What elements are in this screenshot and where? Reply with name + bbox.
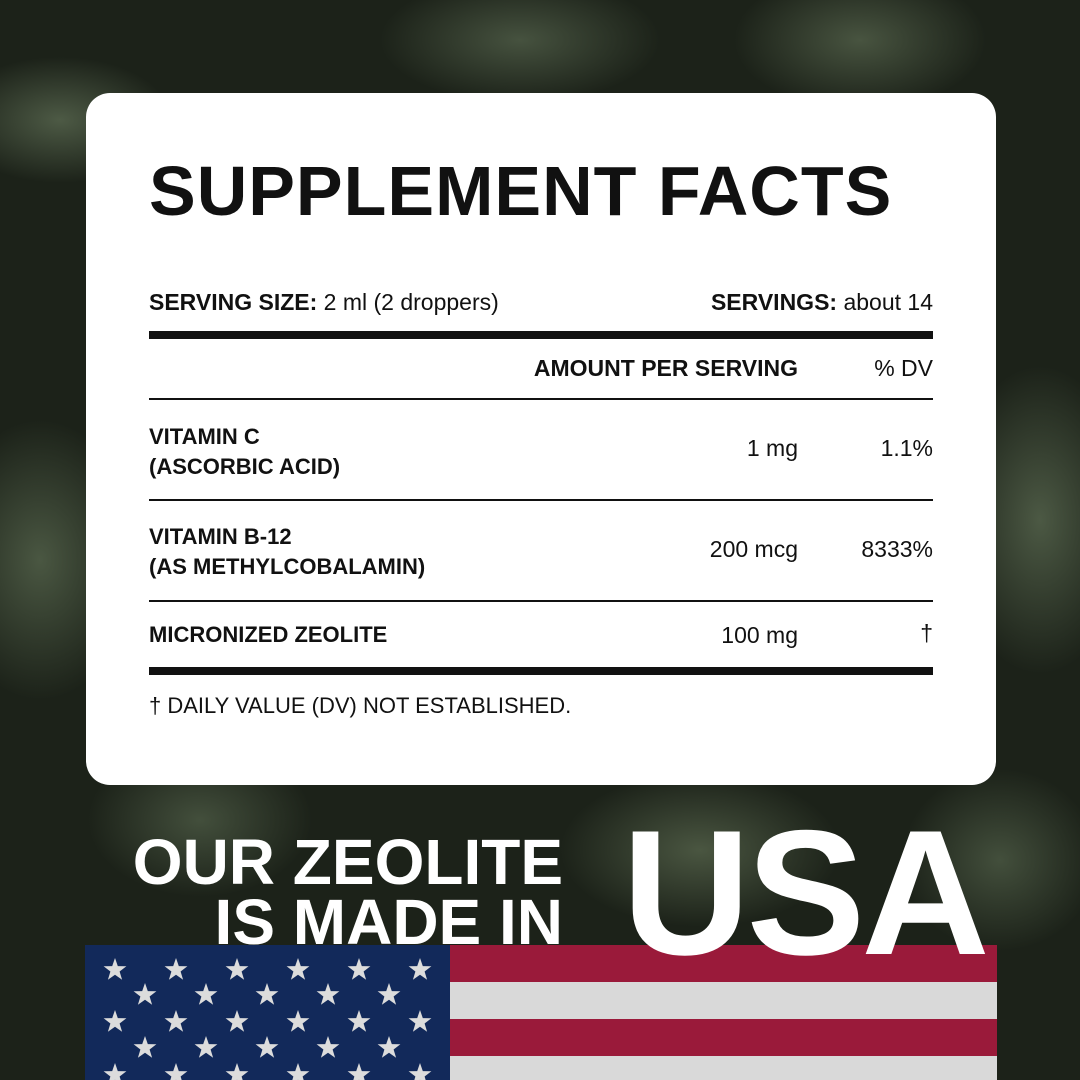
star-icon [286, 1063, 310, 1080]
servings-value: about 14 [843, 289, 933, 315]
amount: 200 mcg [709, 536, 798, 562]
star-icon [408, 1010, 432, 1032]
star-icon [194, 983, 218, 1005]
nutrient-source: (AS METHYLCOBALAMIN) [149, 554, 426, 579]
star-icon [103, 1063, 127, 1080]
nutrient-row: VITAMIN C (ASCORBIC ACID) [149, 422, 340, 482]
star-icon [133, 1036, 157, 1058]
panel-title: SUPPLEMENT FACTS [149, 152, 893, 230]
star-icon [286, 1010, 310, 1032]
nutrient-name: VITAMIN B-12 [149, 524, 292, 549]
star-icon [347, 1010, 371, 1032]
star-icon [255, 1036, 279, 1058]
dv: 8333% [861, 536, 933, 562]
star-icon [133, 983, 157, 1005]
star-icon [103, 1010, 127, 1032]
divider-thick [149, 667, 933, 675]
star-icon [377, 1036, 401, 1058]
amount: 1 mg [746, 435, 798, 461]
star-icon [255, 983, 279, 1005]
banner-line-2: IS MADE IN [214, 886, 563, 958]
country-text: USA [622, 793, 990, 992]
star-icon [225, 958, 249, 980]
divider [149, 398, 933, 400]
amount-header: AMOUNT PER SERVING [533, 355, 798, 381]
servings-label: SERVINGS: [710, 289, 838, 315]
banner-text: OUR ZEOLITE IS MADE IN [93, 826, 563, 958]
banner-line-1: OUR ZEOLITE [132, 826, 563, 898]
divider-thick [149, 331, 933, 339]
star-icon [164, 1010, 188, 1032]
star-icon [408, 958, 432, 980]
dv-header: % DV [874, 355, 933, 381]
dv: 1.1% [880, 435, 933, 461]
serving-size-label: SERVING SIZE: [149, 289, 318, 315]
supplement-facts-panel: SUPPLEMENT FACTS SERVING SIZE: 2 ml (2 d… [86, 93, 996, 785]
star-icon [316, 1036, 340, 1058]
nutrient-row: MICRONIZED ZEOLITE [149, 622, 387, 648]
flag-canton [85, 945, 450, 1080]
amount: 100 mg [721, 622, 798, 648]
star-icon [194, 1036, 218, 1058]
star-icon [408, 1063, 432, 1080]
star-icon [103, 958, 127, 980]
star-icon [225, 1010, 249, 1032]
star-icon [377, 983, 401, 1005]
divider [149, 499, 933, 501]
star-icon [225, 1063, 249, 1080]
footnote: † DAILY VALUE (DV) NOT ESTABLISHED. [149, 693, 572, 718]
usa-flag [85, 945, 997, 1080]
nutrient-source: (ASCORBIC ACID) [149, 454, 341, 479]
star-icon [347, 958, 371, 980]
dv: † [920, 620, 933, 646]
serving-size-value: 2 ml (2 droppers) [323, 289, 499, 315]
nutrient-name: MICRONIZED ZEOLITE [149, 622, 388, 647]
star-icon [286, 958, 310, 980]
star-icon [347, 1063, 371, 1080]
star-icon [316, 983, 340, 1005]
nutrient-name: VITAMIN C [149, 424, 260, 449]
star-icon [164, 958, 188, 980]
serving-info: SERVING SIZE: 2 ml (2 droppers) SERVINGS… [149, 289, 933, 317]
flag-stars [103, 958, 432, 1080]
nutrient-row: VITAMIN B-12 (AS METHYLCOBALAMIN) [149, 522, 425, 582]
divider [149, 600, 933, 602]
star-icon [164, 1063, 188, 1080]
